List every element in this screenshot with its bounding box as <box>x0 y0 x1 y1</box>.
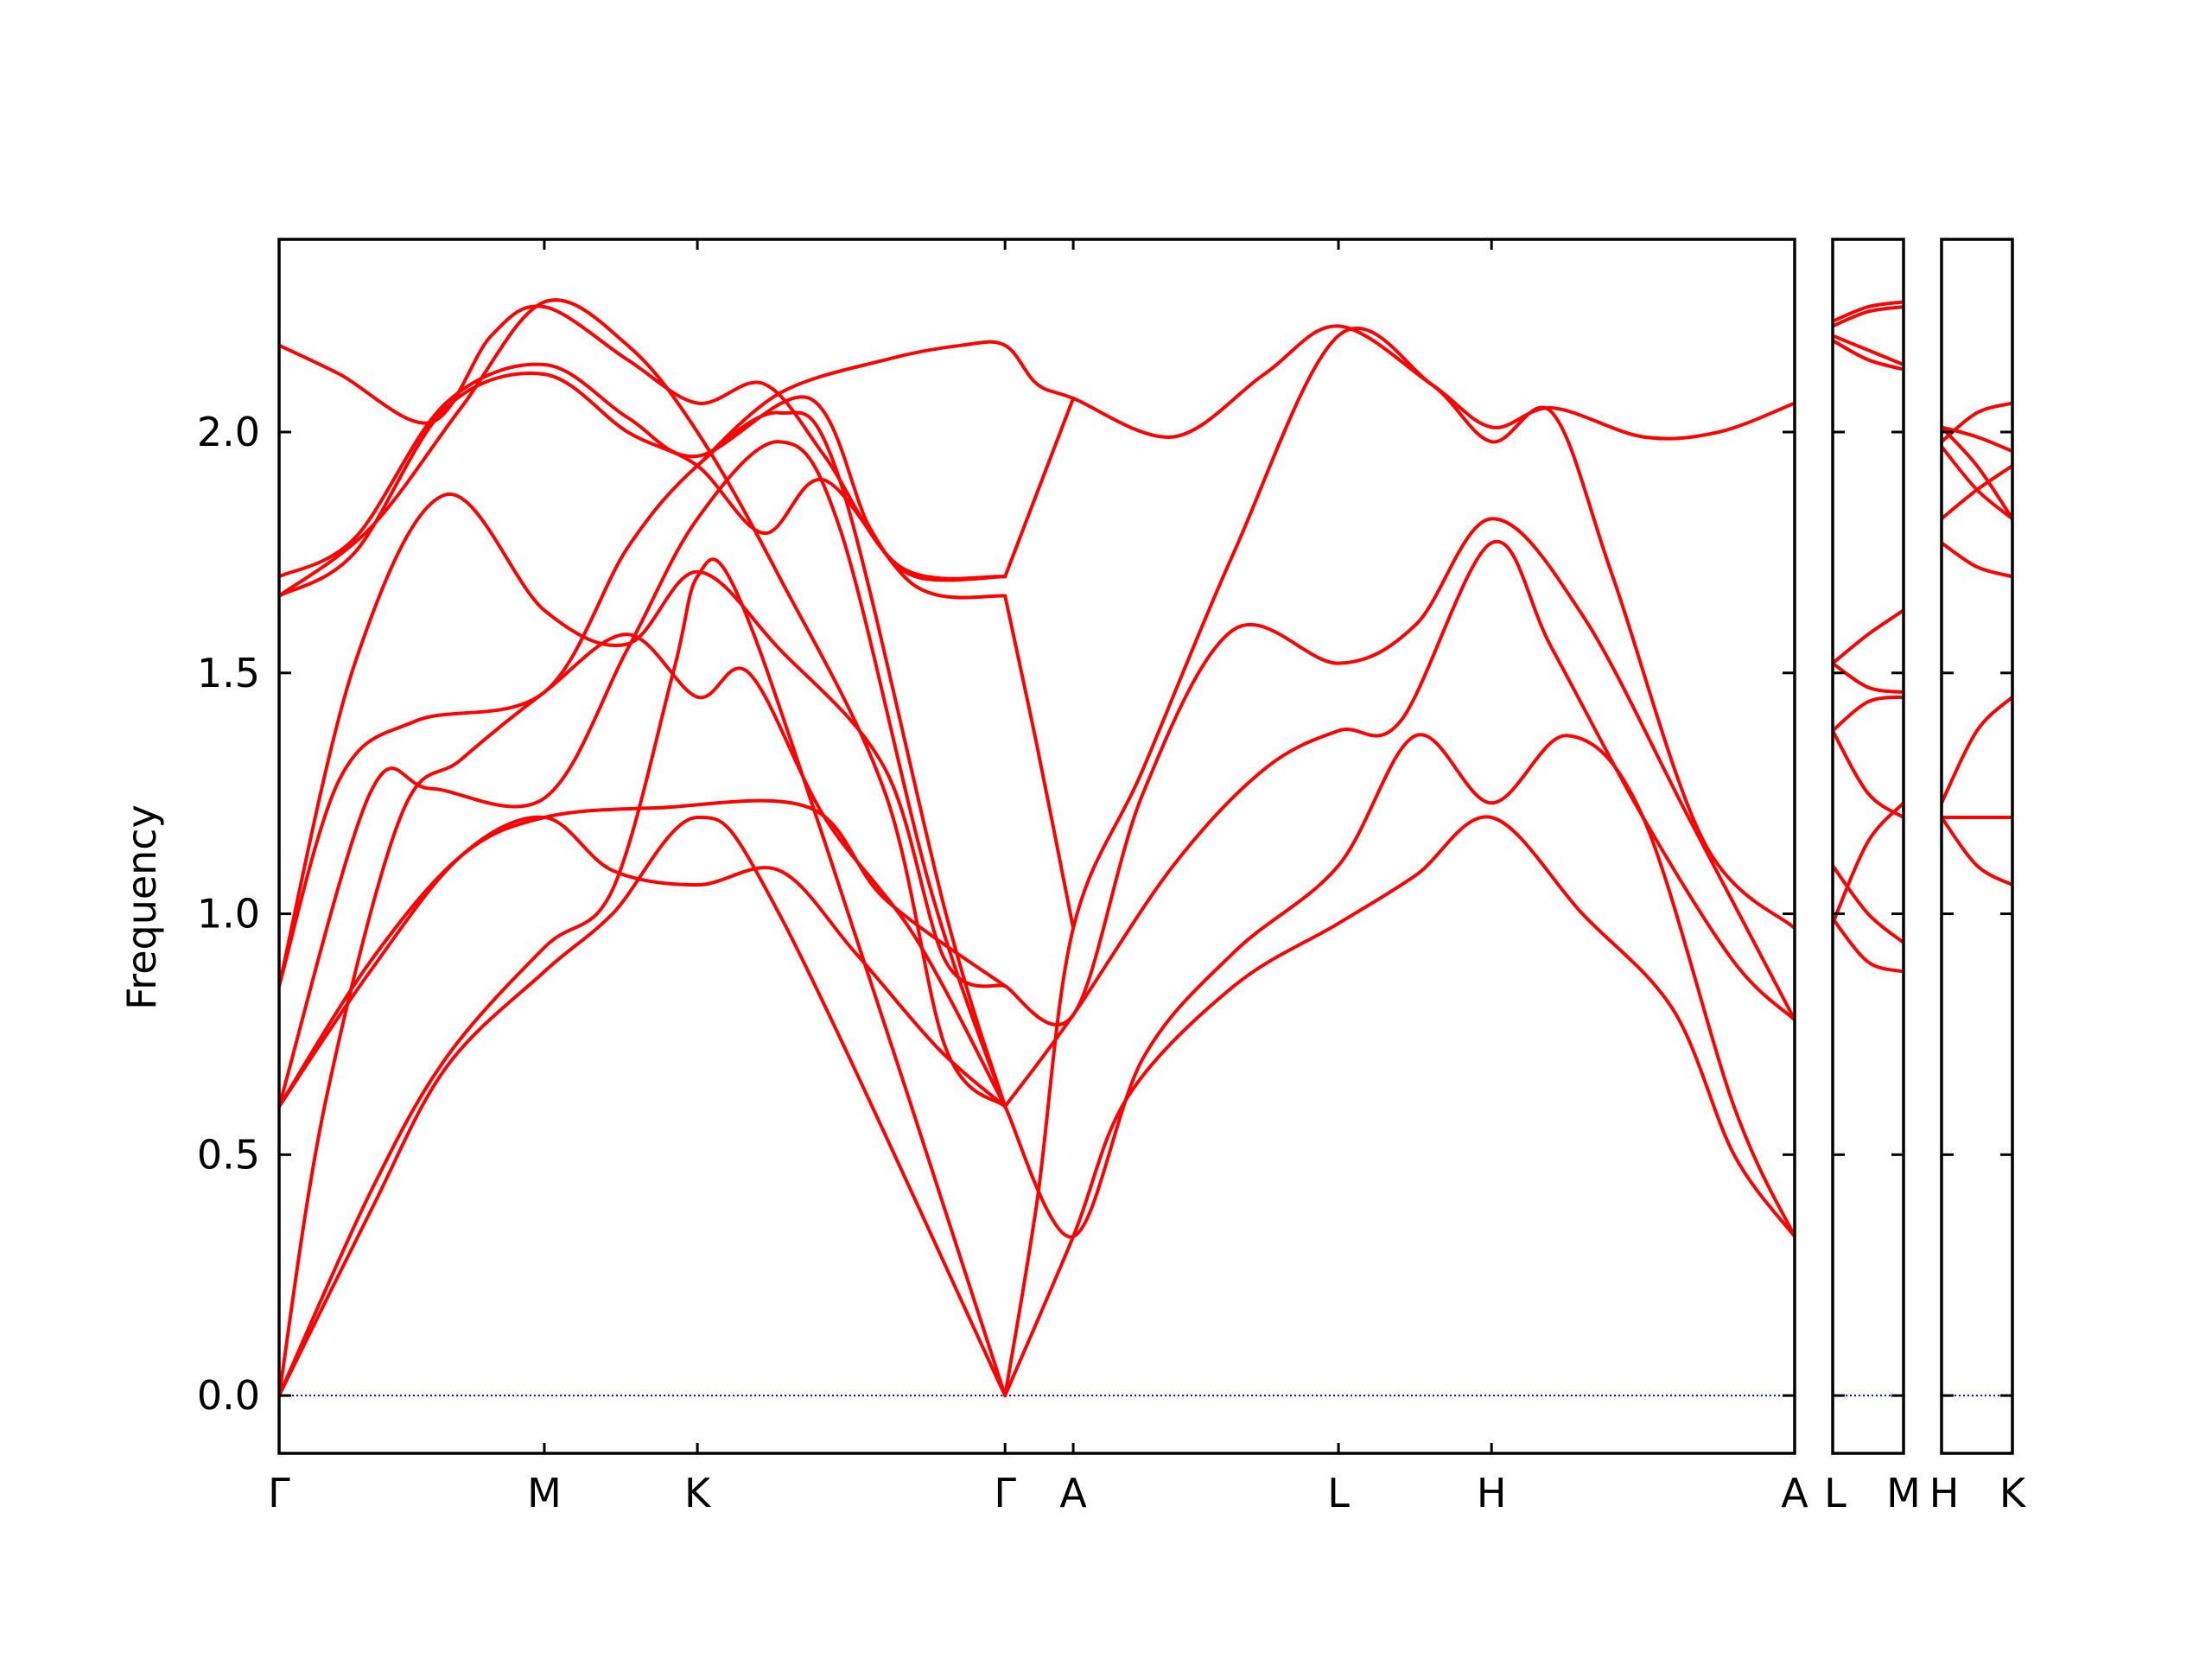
y-tick-label: 2.0 <box>197 409 260 455</box>
x-tick-label: A <box>1059 1470 1087 1516</box>
panel-frame <box>1940 238 2014 1455</box>
phonon-band-7 <box>279 410 1007 1109</box>
panel-1: 0.00.51.01.52.0Γ M K Γ A L H A <box>197 238 1808 1516</box>
phonon-band-10 <box>1833 305 1904 328</box>
y-axis-label: Frequency <box>118 804 165 1010</box>
phonon-band-5 <box>279 798 1007 1109</box>
x-tick-label: M <box>1886 1470 1921 1516</box>
x-tick-label: H <box>1477 1470 1507 1516</box>
phonon-band-1 <box>1942 816 2012 887</box>
phonon-band-9 <box>1942 425 2012 454</box>
phonon-band-2 <box>1833 917 1904 974</box>
phonon-band-18 <box>1003 733 1795 1239</box>
panel-frame <box>277 238 1796 1455</box>
phonon-band-7 <box>1833 608 1904 665</box>
phonon-band-11 <box>1833 300 1904 323</box>
phonon-band-8 <box>279 493 1007 988</box>
phonon-band-3 <box>1833 863 1904 944</box>
phonon-band-2 <box>279 557 1007 1398</box>
y-tick-label: 1.5 <box>197 650 260 696</box>
plot-panels: 0.00.51.01.52.0Γ M K Γ A L H A L M H K <box>197 238 2027 1516</box>
phonon-band-9 <box>1833 334 1904 366</box>
x-tick-label: K <box>684 1470 712 1516</box>
phonon-band-14 <box>1003 327 1795 1398</box>
phonon-band-3 <box>1942 695 2012 805</box>
phonon-band-13 <box>696 324 1795 467</box>
phonon-band-15 <box>1003 397 1076 579</box>
phonon-band-20 <box>1003 517 1795 1027</box>
y-tick-label: 1.0 <box>197 891 260 938</box>
phonon-band-8 <box>1942 401 2012 444</box>
x-tick-label: L <box>1824 1470 1847 1516</box>
bands-group <box>279 298 1795 1398</box>
phonon-band-19 <box>1003 539 1795 1109</box>
phonon-band-16 <box>1003 594 1076 931</box>
panel-frame <box>1831 238 1905 1455</box>
phonon-band-1 <box>279 816 1007 1398</box>
x-tick-label: K <box>1999 1470 2027 1516</box>
phonon-band-6 <box>1833 661 1904 695</box>
phonon-band-4 <box>1942 541 2012 579</box>
phonon-band-10 <box>279 362 1007 582</box>
phonon-band-17 <box>1003 815 1795 1398</box>
phonon-band-1 <box>1833 801 1904 925</box>
bands-group <box>1833 300 1904 974</box>
phonon-band-8 <box>1833 339 1904 372</box>
bands-group <box>1942 401 2012 887</box>
x-tick-label: M <box>527 1470 562 1516</box>
y-tick-label: 0.0 <box>197 1372 260 1419</box>
phonon-band-5 <box>1833 695 1904 733</box>
x-tick-label: Γ <box>994 1470 1016 1516</box>
phonon-band-4 <box>1833 728 1904 819</box>
phonon-band-6 <box>279 440 1007 1109</box>
x-tick-label: L <box>1327 1470 1350 1516</box>
phonon-band-4 <box>279 815 1007 1109</box>
x-tick-label: Γ <box>268 1470 290 1516</box>
y-tick-label: 0.5 <box>197 1131 260 1178</box>
phonon-band-12 <box>279 298 1007 1109</box>
x-tick-label: H <box>1929 1470 1960 1516</box>
phonon-band-6 <box>1942 444 2012 521</box>
x-tick-label: A <box>1781 1470 1808 1516</box>
phonon-band-11 <box>279 304 1007 581</box>
